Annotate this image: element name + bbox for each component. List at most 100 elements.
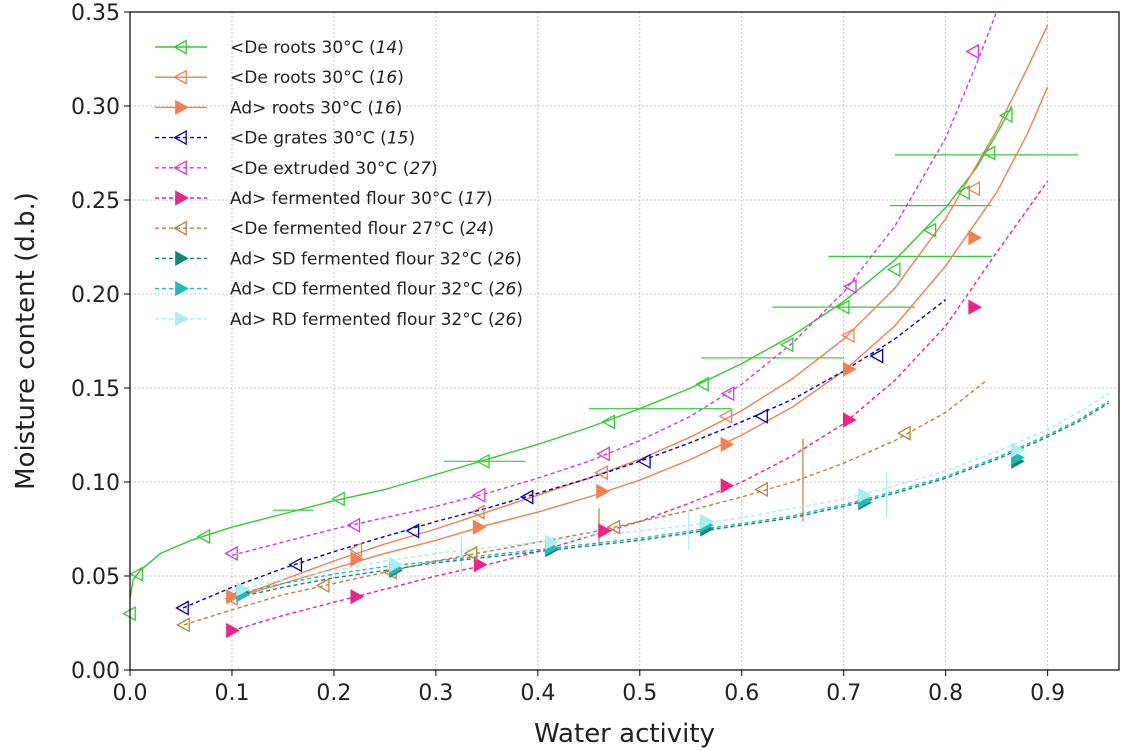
series-5-point <box>842 412 857 428</box>
legend-label-6: <De fermented flour 27°C (24) <box>230 219 494 239</box>
legend-marker-0 <box>173 39 187 55</box>
series-5-point <box>598 523 612 539</box>
series-3-point <box>288 557 303 573</box>
series-curve-0 <box>129 105 1013 599</box>
legend-marker-1 <box>173 69 187 85</box>
legend-label-text-6: <De fermented flour 27°C ( <box>230 219 466 239</box>
legend-label-close-0: ) <box>397 38 404 58</box>
legend-label-text-0: <De roots 30°C ( <box>230 38 376 58</box>
legend-label-ref-2: 16 <box>374 98 396 118</box>
series-0-point <box>922 222 937 238</box>
legend-label-text-2: Ad> roots 30°C ( <box>230 98 374 118</box>
plot-frame <box>129 11 1120 671</box>
y-axis-title: Moisture content (d.b.) <box>11 192 41 490</box>
series-0-point <box>779 337 794 353</box>
y-tick-label: 0.30 <box>71 95 120 120</box>
series-curve-3 <box>182 299 947 609</box>
legend-marker-2 <box>175 99 189 116</box>
series-2-point <box>350 551 365 567</box>
legend-marker-4 <box>173 160 187 176</box>
series-3-point <box>519 489 534 505</box>
legend-label-text-8: Ad> CD fermented flour 32°C ( <box>230 280 495 300</box>
legend-label-close-9: ) <box>516 310 523 330</box>
y-tick-label: 0.15 <box>71 377 120 402</box>
series-1-point <box>348 542 363 558</box>
y-tick-label: 0.00 <box>71 659 120 684</box>
series-5-point <box>968 299 983 315</box>
series-1-point <box>718 408 733 424</box>
legend-label-2: Ad> roots 30°C (16) <box>230 98 402 118</box>
series-0-point <box>886 261 901 278</box>
series-curve-7 <box>231 402 1110 600</box>
series-9-point <box>389 557 403 573</box>
legend-label-text-1: <De roots 30°C ( <box>230 68 376 88</box>
legend-label-ref-0: 14 <box>376 38 398 58</box>
legend-marker-3 <box>173 129 187 146</box>
series-0-point <box>956 184 970 201</box>
x-tick-label: 0.4 <box>520 681 555 706</box>
series-3-point <box>175 600 189 616</box>
series-0-point <box>695 376 709 392</box>
legend-label-ref-6: 24 <box>466 219 488 239</box>
legend-label-close-4: ) <box>431 159 438 179</box>
x-tick-label: 0.0 <box>113 681 148 706</box>
legend-label-close-5: ) <box>486 189 493 209</box>
series-1-point <box>470 504 485 520</box>
legend-marker-6 <box>173 220 187 236</box>
series-4-point <box>471 487 486 503</box>
fit-curves <box>129 11 1110 632</box>
series-2-point <box>720 436 735 453</box>
series-0-point <box>835 299 850 315</box>
series-9-point <box>858 487 872 503</box>
series-6-point <box>754 481 768 498</box>
series-4-point <box>965 43 980 60</box>
series-9-point <box>545 534 559 550</box>
legend-label-ref-4: 27 <box>409 159 431 179</box>
legend-label-close-1: ) <box>397 68 404 88</box>
series-curve-9 <box>231 393 1110 592</box>
series-0-point <box>122 605 136 622</box>
legend-label-close-3: ) <box>408 129 415 149</box>
legend-label-close-2: ) <box>396 98 403 118</box>
series-2-point <box>968 229 983 246</box>
series-0-point <box>331 491 345 507</box>
series-6-point <box>176 617 190 633</box>
series-4-point <box>224 545 238 562</box>
error-bars <box>272 154 1079 575</box>
y-tick-label: 0.35 <box>71 1 120 26</box>
series-3-point <box>637 453 651 469</box>
legend-label-ref-9: 26 <box>495 310 517 330</box>
series-1-point <box>840 327 855 344</box>
series-6-point <box>315 577 330 594</box>
x-tick-label: 0.5 <box>622 681 657 706</box>
data-points <box>122 43 1025 639</box>
series-2-point <box>596 483 610 500</box>
x-tick-label: 0.9 <box>1030 681 1065 706</box>
legend-label-text-5: Ad> fermented flour 30°C ( <box>230 189 464 209</box>
legend-label-9: Ad> RD fermented flour 32°C (26) <box>230 310 523 330</box>
legend-label-ref-3: 15 <box>387 129 409 149</box>
series-4-point <box>842 278 857 295</box>
series-4-point <box>720 385 735 402</box>
series-1-point <box>594 464 608 481</box>
series-0-point <box>475 453 490 469</box>
series-5-point <box>473 557 488 573</box>
legend-label-close-6: ) <box>487 219 494 239</box>
legend-label-4: <De extruded 30°C (27) <box>230 159 438 179</box>
series-0-point <box>981 145 996 161</box>
series-5-point <box>350 589 365 605</box>
series-3-point <box>405 523 420 539</box>
legend-marker-8 <box>175 280 189 297</box>
legend-label-5: Ad> fermented flour 30°C (17) <box>230 189 493 209</box>
series-6-point <box>463 545 478 562</box>
legend-label-text-4: <De extruded 30°C ( <box>230 159 409 179</box>
legend-label-ref-5: 17 <box>464 189 486 209</box>
x-tick-label: 0.1 <box>214 681 249 706</box>
series-9-point <box>1011 442 1025 458</box>
series-0-point <box>998 107 1013 124</box>
legend-label-text-9: Ad> RD fermented flour 32°C ( <box>230 310 495 330</box>
legend-label-close-8: ) <box>516 280 523 300</box>
legend-label-ref-7: 26 <box>494 249 516 269</box>
series-0-point <box>196 528 211 545</box>
